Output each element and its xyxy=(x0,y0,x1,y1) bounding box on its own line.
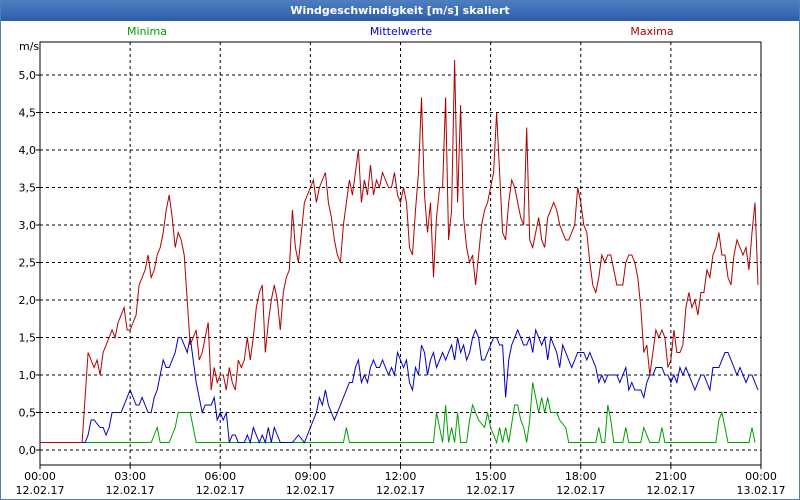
y-tick-label: 0,0 xyxy=(19,444,37,457)
y-tick-label: 2,5 xyxy=(19,257,37,270)
x-tick-date: 12.02.17 xyxy=(466,484,515,497)
legend-mittelwerte: Mittelwerte xyxy=(370,25,433,38)
grid-lines xyxy=(40,42,761,465)
y-tick-label: 1,5 xyxy=(19,332,37,345)
x-tick-time: 06:00 xyxy=(204,470,236,483)
x-tick-time: 15:00 xyxy=(475,470,507,483)
window-title: Windgeschwindigkeit [m/s] skaliert xyxy=(1,1,799,21)
x-tick-time: 00:00 xyxy=(745,470,777,483)
x-tick-time: 18:00 xyxy=(565,470,597,483)
legend-maxima: Maxima xyxy=(630,25,673,38)
y-tick-label: 2,0 xyxy=(19,294,37,307)
x-tick-time: 21:00 xyxy=(655,470,687,483)
x-tick-date: 12.02.17 xyxy=(376,484,425,497)
y-tick-label: 4,5 xyxy=(19,107,37,120)
x-tick-date: 13.02.17 xyxy=(737,484,786,497)
x-tick-date: 12.02.17 xyxy=(196,484,245,497)
x-tick-date: 12.02.17 xyxy=(16,484,65,497)
y-tick-label: 5,0 xyxy=(19,69,37,82)
x-tick-time: 12:00 xyxy=(385,470,417,483)
series-line-mittelwerte xyxy=(40,328,759,445)
x-tick-time: 00:00 xyxy=(24,470,56,483)
y-axis-label: m/s xyxy=(19,40,39,53)
legend-minima: Minima xyxy=(127,25,167,38)
x-tick-date: 12.02.17 xyxy=(646,484,695,497)
series-line-maxima xyxy=(40,59,759,443)
x-tick-time: 03:00 xyxy=(114,470,146,483)
y-tick-label: 3,0 xyxy=(19,219,37,232)
y-tick-label: 0,5 xyxy=(19,407,37,420)
series-line-minima xyxy=(40,382,756,445)
legend: Minima Mittelwerte Maxima xyxy=(127,25,674,38)
x-tick-time: 09:00 xyxy=(295,470,327,483)
x-tick-date: 12.02.17 xyxy=(106,484,155,497)
y-axis: 0,0 0,5 1,0 1,5 2,0 2,5 3,0 3,5 4,0 4,5 5,0 xyxy=(19,69,40,457)
series-lines xyxy=(40,59,759,445)
x-tick-date: 12.02.17 xyxy=(556,484,605,497)
x-axis: 00:0012.02.1703:0012.02.1706:0012.02.170… xyxy=(16,465,786,497)
y-tick-label: 1,0 xyxy=(19,369,37,382)
x-tick-date: 12.02.17 xyxy=(286,484,335,497)
y-tick-label: 3,5 xyxy=(19,182,37,195)
y-tick-label: 4,0 xyxy=(19,144,37,157)
